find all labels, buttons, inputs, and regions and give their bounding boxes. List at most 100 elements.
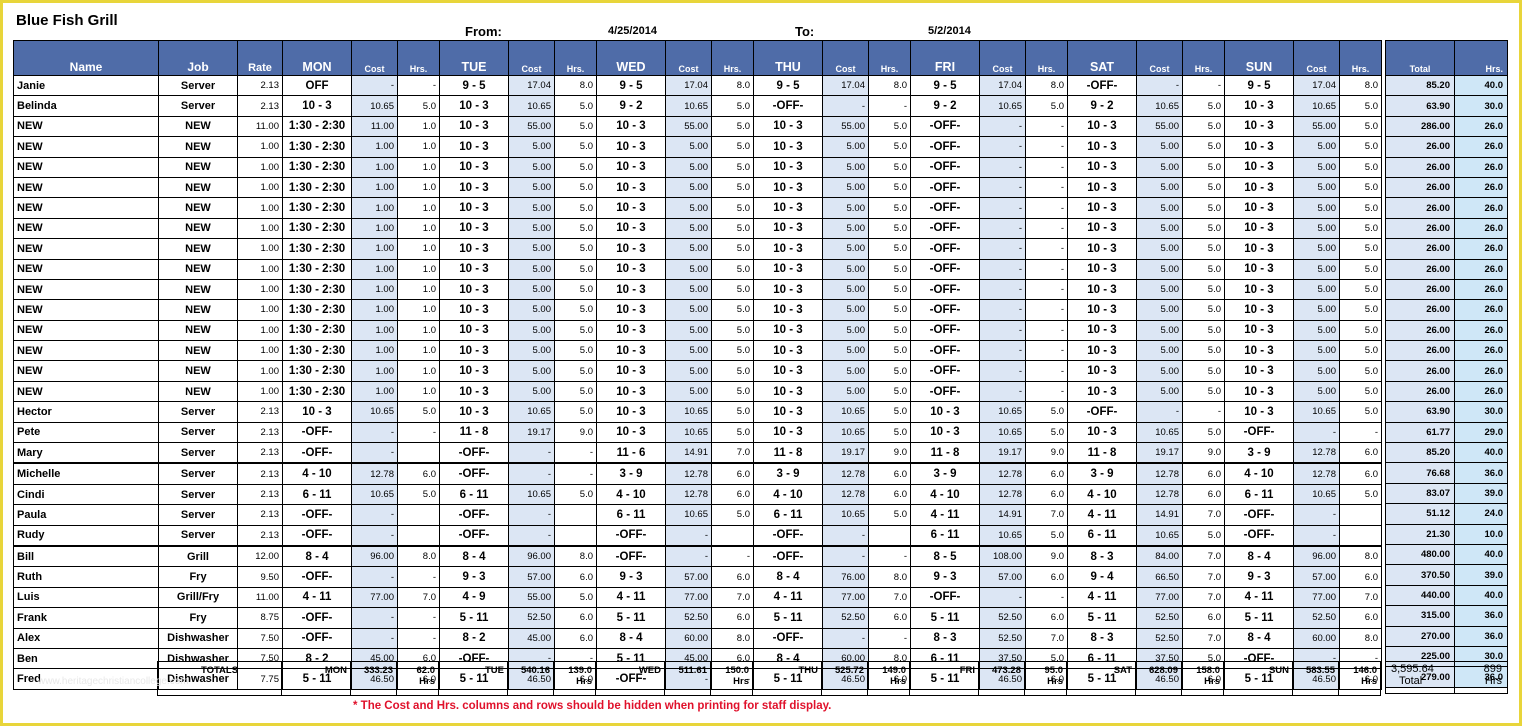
shift-cell-thu[interactable]: 10 - 3	[753, 115, 823, 138]
weekly-total-cost[interactable]: 26.00	[1385, 197, 1455, 219]
job-cell[interactable]: NEW	[158, 278, 238, 301]
weekly-total-cost[interactable]: 26.00	[1385, 278, 1455, 301]
shift-cell-thu[interactable]: 3 - 9	[753, 462, 823, 485]
hrs-cell-tue[interactable]: 5.0	[554, 278, 597, 301]
totals-cost-sun[interactable]: 583.55	[1292, 661, 1339, 696]
cost-cell-sat[interactable]: -	[1136, 74, 1183, 97]
hrs-cell-tue[interactable]: 5.0	[554, 217, 597, 240]
hrs-cell-sun[interactable]: 8.0	[1339, 74, 1382, 97]
hrs-cell-thu[interactable]: 5.0	[868, 136, 911, 158]
hrs-cell-wed[interactable]: 6.0	[711, 607, 754, 629]
hrs-cell-mon[interactable]: 1.0	[397, 238, 440, 260]
hrs-cell-tue[interactable]: 8.0	[554, 74, 597, 97]
cost-cell-sun[interactable]: 5.00	[1293, 319, 1340, 342]
shift-cell-mon[interactable]: 1:30 - 2:30	[282, 278, 352, 301]
cost-cell-mon[interactable]: 11.00	[351, 115, 398, 138]
hrs-cell-tue[interactable]: 5.0	[554, 380, 597, 403]
cost-cell-fri[interactable]: 52.50	[979, 627, 1026, 649]
hrs-cell-tue[interactable]: 9.0	[554, 421, 597, 444]
totals-cost-wed[interactable]: 511.61	[664, 661, 711, 696]
hrs-cell-sun[interactable]: 5.0	[1339, 176, 1382, 199]
hrs-cell-sun[interactable]: 5.0	[1339, 401, 1382, 423]
cost-cell-sun[interactable]: -	[1293, 504, 1340, 526]
cost-cell-sun[interactable]: 57.00	[1293, 566, 1340, 588]
day-header-sun[interactable]: SUN	[1224, 40, 1294, 76]
cost-cell-mon[interactable]: 1.00	[351, 278, 398, 301]
hrs-cell-sun[interactable]: 7.0	[1339, 586, 1382, 609]
hrs-cell-fri[interactable]: 7.0	[1025, 627, 1068, 649]
shift-cell-wed[interactable]: 10 - 3	[596, 360, 666, 382]
cost-cell-mon[interactable]: -	[351, 627, 398, 649]
cost-cell-wed[interactable]: 60.00	[665, 627, 712, 649]
employee-name[interactable]: NEW	[13, 258, 159, 280]
cost-cell-mon[interactable]: 1.00	[351, 156, 398, 178]
cost-cell-fri[interactable]: 10.65	[979, 524, 1026, 547]
cost-cell-mon[interactable]: 77.00	[351, 586, 398, 609]
shift-cell-thu[interactable]: 10 - 3	[753, 156, 823, 178]
weekly-total-cost[interactable]: 26.00	[1385, 176, 1455, 199]
hrs-cell-sat[interactable]: 5.0	[1182, 238, 1225, 260]
cost-cell-wed[interactable]: 5.00	[665, 299, 712, 321]
to-date[interactable]: 5/2/2014	[928, 25, 971, 37]
cost-cell-tue[interactable]: 55.00	[508, 115, 555, 138]
day-header-mon[interactable]: MON	[282, 40, 352, 76]
hrs-cell-sun[interactable]: -	[1339, 421, 1382, 444]
cost-cell-mon[interactable]: -	[351, 566, 398, 588]
hrs-cell-wed[interactable]: 5.0	[711, 278, 754, 301]
cost-cell-sun[interactable]: 5.00	[1293, 217, 1340, 240]
hrs-cell-thu[interactable]: 8.0	[868, 566, 911, 588]
cost-cell-sat[interactable]: 52.50	[1136, 607, 1183, 629]
shift-cell-thu[interactable]: 10 - 3	[753, 197, 823, 219]
hrs-cell-fri[interactable]: -	[1025, 340, 1068, 362]
cost-cell-tue[interactable]: -	[508, 504, 555, 526]
shift-cell-tue[interactable]: 10 - 3	[439, 340, 509, 362]
weekly-total-hrs[interactable]: 39.0	[1454, 482, 1508, 505]
hrs-cell-thu[interactable]: 8.0	[868, 74, 911, 97]
rate-cell[interactable]: 1.00	[237, 176, 283, 199]
cost-cell-fri[interactable]: 14.91	[979, 504, 1026, 526]
cost-cell-mon[interactable]: -	[351, 421, 398, 444]
cost-cell-sat[interactable]: 84.00	[1136, 545, 1183, 568]
cost-header[interactable]: Cost	[351, 40, 398, 76]
cost-header[interactable]: Cost	[665, 40, 712, 76]
shift-cell-tue[interactable]: 10 - 3	[439, 176, 509, 199]
cost-cell-mon[interactable]: 10.65	[351, 401, 398, 423]
hrs-cell-fri[interactable]: -	[1025, 299, 1068, 321]
hrs-cell-wed[interactable]: 5.0	[711, 340, 754, 362]
shift-cell-fri[interactable]: 8 - 5	[910, 545, 980, 568]
hrs-cell-tue[interactable]: 5.0	[554, 238, 597, 260]
rate-cell[interactable]: 1.00	[237, 156, 283, 178]
cost-cell-mon[interactable]: 1.00	[351, 360, 398, 382]
hrs-cell-fri[interactable]: 5.0	[1025, 524, 1068, 547]
shift-cell-fri[interactable]: -OFF-	[910, 115, 980, 138]
cost-cell-mon[interactable]: 1.00	[351, 176, 398, 199]
shift-cell-tue[interactable]: 10 - 3	[439, 115, 509, 138]
employee-name[interactable]: NEW	[13, 319, 159, 342]
weekly-total-hrs[interactable]: 26.0	[1454, 156, 1508, 178]
weekly-total-hrs[interactable]: 26.0	[1454, 258, 1508, 280]
hrs-cell-tue[interactable]: 5.0	[554, 176, 597, 199]
rate-cell[interactable]: 9.50	[237, 566, 283, 588]
cost-cell-tue[interactable]: 10.65	[508, 483, 555, 506]
cost-cell-fri[interactable]: -	[979, 340, 1026, 362]
totals-hrs-cell-sat[interactable]: 158.0 Hrs	[1181, 661, 1224, 696]
cost-cell-wed[interactable]: 5.00	[665, 156, 712, 178]
shift-cell-tue[interactable]: 9 - 5	[439, 74, 509, 97]
hrs-cell-sat[interactable]: 7.0	[1182, 566, 1225, 588]
weekly-total-hrs[interactable]: 26.0	[1454, 197, 1508, 219]
shift-cell-sat[interactable]: 10 - 3	[1067, 217, 1137, 240]
cost-cell-wed[interactable]: 57.00	[665, 566, 712, 588]
hrs-cell-sat[interactable]: 5.0	[1182, 95, 1225, 117]
hrs-cell-tue[interactable]: 5.0	[554, 299, 597, 321]
job-cell[interactable]: Grill	[158, 545, 238, 568]
totals-cost-fri[interactable]: 473.28	[978, 661, 1025, 696]
hrs-cell-mon[interactable]: 5.0	[397, 483, 440, 506]
weekly-total-hrs[interactable]: 36.0	[1454, 462, 1508, 484]
shift-cell-sun[interactable]: 10 - 3	[1224, 115, 1294, 138]
rate-cell[interactable]: 1.00	[237, 360, 283, 382]
hrs-cell-sun[interactable]: 6.0	[1339, 607, 1382, 629]
hrs-cell-sun[interactable]: 5.0	[1339, 340, 1382, 362]
job-cell[interactable]: NEW	[158, 238, 238, 260]
cost-cell-sat[interactable]: 5.00	[1136, 136, 1183, 158]
weekly-total-hrs[interactable]: 26.0	[1454, 360, 1508, 382]
